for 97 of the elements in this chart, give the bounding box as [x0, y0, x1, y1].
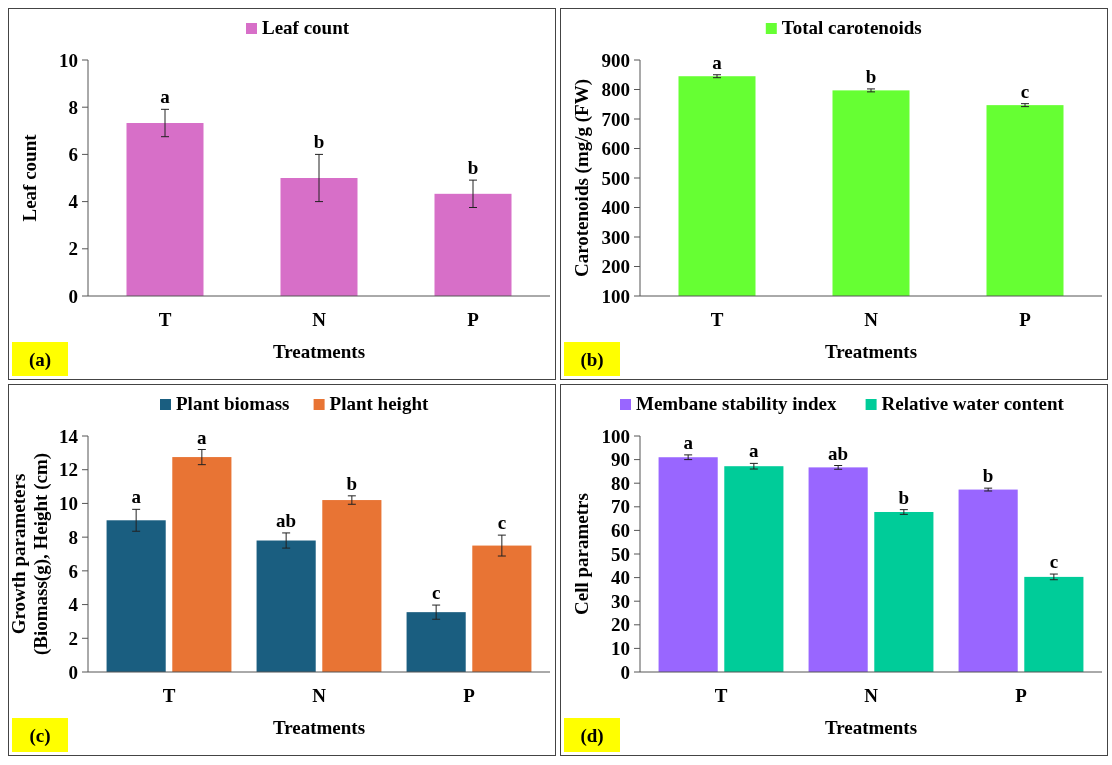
x-axis-title: Treatments [824, 717, 918, 738]
bar [724, 466, 784, 672]
bar [958, 489, 1018, 672]
bar [658, 457, 718, 672]
x-tick-label: N [312, 685, 327, 706]
y-tick-label: 40 [611, 567, 630, 589]
y-tick-label: 600 [601, 138, 630, 160]
y-tick-label: 6 [68, 144, 78, 166]
x-tick-label: P [467, 309, 480, 330]
bar [874, 511, 934, 672]
x-axis-title: Treatments [272, 717, 366, 738]
y-tick-label: 20 [611, 614, 630, 636]
bar [256, 540, 316, 672]
y-tick-label: 100 [601, 425, 630, 447]
y-tick-label: 12 [59, 459, 78, 481]
x-tick-label: P [1019, 309, 1032, 330]
y-tick-label: 800 [601, 79, 630, 101]
annotation: b [865, 65, 877, 87]
y-tick-label: 900 [601, 49, 630, 71]
y-tick-label: 400 [601, 197, 630, 219]
annotation: c [1020, 80, 1030, 102]
y-tick-label: 60 [611, 520, 630, 542]
y-tick-label: 4 [68, 191, 79, 213]
annotation: b [898, 486, 910, 508]
annotation: c [1049, 551, 1059, 573]
annotation: a [197, 426, 208, 448]
y-tick-label: 4 [68, 594, 79, 616]
y-tick-label: 2 [68, 238, 78, 260]
x-tick-label: P [463, 685, 476, 706]
legend-label: Plant height [329, 393, 429, 414]
bar [322, 500, 382, 672]
bar [808, 467, 868, 672]
annotation: a [683, 431, 694, 453]
legend-label: Membane stability index [636, 393, 838, 414]
bar [126, 123, 204, 296]
y-tick-label: 700 [601, 108, 630, 130]
x-axis-title: Treatments [272, 341, 366, 362]
annotation: ab [276, 509, 297, 531]
y-axis-title: Growth parameters (Biomass(g), Height (cm) [8, 452, 52, 656]
y-tick-label: 90 [611, 449, 630, 471]
y-tick-label: 6 [68, 560, 78, 582]
y-axis-title: Leaf count [19, 133, 40, 222]
legend-label: Relative water content [881, 393, 1065, 414]
y-tick-label: 10 [59, 493, 78, 515]
panel-label: (b) [564, 342, 620, 376]
annotation: a [749, 440, 760, 462]
y-tick-label: 200 [601, 256, 630, 278]
x-tick-label: N [864, 309, 879, 330]
annotation: b [313, 131, 325, 153]
y-tick-label: 30 [611, 590, 630, 612]
y-tick-label: 10 [611, 638, 630, 660]
legend-label: Plant biomass [176, 393, 290, 414]
y-tick-label: 14 [59, 425, 79, 447]
bar [280, 178, 358, 296]
x-tick-label: T [710, 309, 724, 330]
y-tick-label: 8 [68, 96, 78, 118]
x-tick-label: N [312, 309, 327, 330]
y-tick-label: 2 [68, 627, 78, 649]
x-tick-label: T [162, 685, 176, 706]
bar [434, 193, 512, 296]
bar [172, 457, 232, 672]
y-tick-label: 500 [601, 167, 630, 189]
x-tick-label: N [864, 685, 879, 706]
bar [472, 545, 532, 672]
panel-label: (c) [12, 718, 68, 752]
annotation: a [131, 486, 142, 508]
annotation: b [467, 157, 479, 179]
bar [106, 520, 166, 672]
y-tick-label: 50 [611, 543, 630, 565]
bar [406, 612, 466, 672]
panel-label: (d) [564, 718, 620, 752]
x-tick-label: T [158, 309, 172, 330]
y-tick-label: 0 [68, 285, 78, 307]
annotation: a [160, 86, 171, 108]
y-tick-label: 0 [620, 661, 630, 683]
x-axis-title: Treatments [824, 341, 918, 362]
annotation: b [982, 465, 994, 487]
y-tick-label: 0 [68, 661, 78, 683]
y-axis-title: Cell parametrs [571, 493, 592, 615]
y-tick-label: 300 [601, 226, 630, 248]
annotation: c [431, 582, 441, 604]
x-tick-label: P [1015, 685, 1028, 706]
annotation: ab [828, 442, 849, 464]
x-tick-label: T [714, 685, 728, 706]
panel-label: (a) [12, 342, 68, 376]
y-tick-label: 10 [59, 49, 78, 71]
legend-label: Total carotenoids [781, 17, 922, 38]
annotation: a [712, 51, 723, 73]
annotation: b [346, 472, 358, 494]
y-axis-title: Carotenoids (mg/g (FW) [571, 78, 593, 278]
annotation: c [497, 512, 507, 534]
y-tick-label: 70 [611, 496, 630, 518]
y-tick-label: 100 [601, 285, 630, 307]
y-tick-label: 8 [68, 526, 78, 548]
y-tick-label: 80 [611, 472, 630, 494]
legend-label: Leaf count [262, 17, 350, 38]
bar [1024, 576, 1084, 672]
